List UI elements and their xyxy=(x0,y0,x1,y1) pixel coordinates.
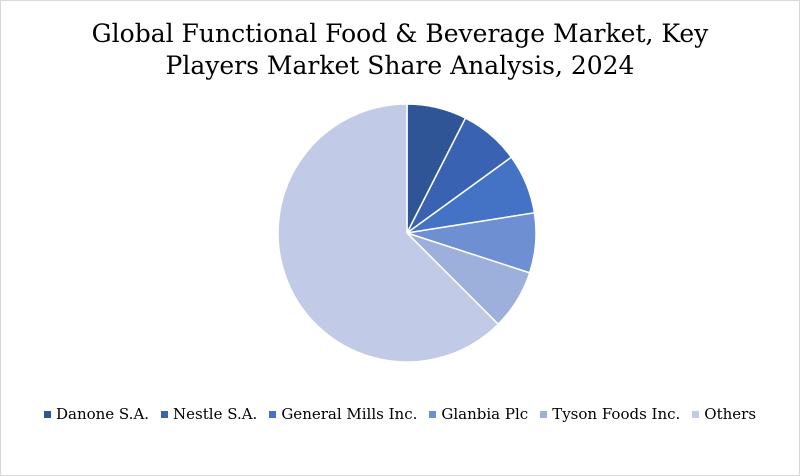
legend-item: General Mills Inc. xyxy=(269,405,417,423)
legend-swatch xyxy=(692,410,700,418)
legend-item: Danone S.A. xyxy=(43,405,150,423)
chart-title: Global Functional Food & Beverage Market… xyxy=(0,18,800,82)
legend-item: Others xyxy=(692,405,756,423)
chart-title-line-1: Global Functional Food & Beverage Market… xyxy=(91,19,709,48)
legend-label: General Mills Inc. xyxy=(281,405,418,423)
legend-swatch xyxy=(161,410,169,418)
legend-item: Nestle S.A. xyxy=(161,405,257,423)
legend-swatch xyxy=(429,410,437,418)
legend-swatch xyxy=(43,410,51,418)
legend-label: Tyson Foods Inc. xyxy=(552,405,681,423)
legend-swatch xyxy=(540,410,548,418)
legend-label: Glanbia Plc xyxy=(441,405,529,423)
legend-label: Danone S.A. xyxy=(55,405,150,423)
legend-swatch xyxy=(269,410,277,418)
chart-title-line-2: Players Market Share Analysis, 2024 xyxy=(165,51,635,80)
legend-item: Glanbia Plc xyxy=(429,405,528,423)
legend-label: Others xyxy=(704,405,757,423)
chart-legend: Danone S.A. Nestle S.A. General Mills Inc.… xyxy=(0,405,800,423)
legend-item: Tyson Foods Inc. xyxy=(540,405,680,423)
pie-slice-others xyxy=(277,103,500,363)
legend-label: Nestle S.A. xyxy=(173,405,258,423)
